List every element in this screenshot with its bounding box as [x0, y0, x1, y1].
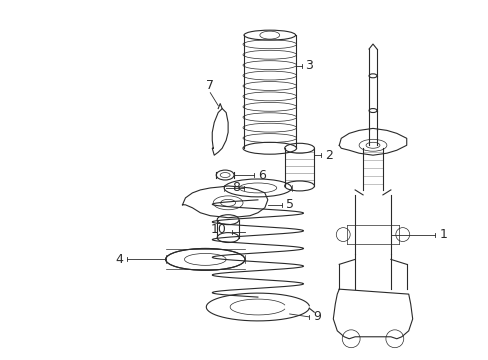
Text: 2: 2: [325, 149, 333, 162]
Text: 9: 9: [313, 310, 321, 323]
Text: 8: 8: [232, 181, 240, 194]
Text: 3: 3: [305, 59, 313, 72]
Text: 5: 5: [285, 198, 293, 211]
Text: 6: 6: [257, 168, 265, 181]
Text: 1: 1: [439, 228, 447, 241]
Text: 10: 10: [210, 223, 225, 236]
Text: 4: 4: [115, 253, 122, 266]
Text: 7: 7: [206, 79, 214, 92]
